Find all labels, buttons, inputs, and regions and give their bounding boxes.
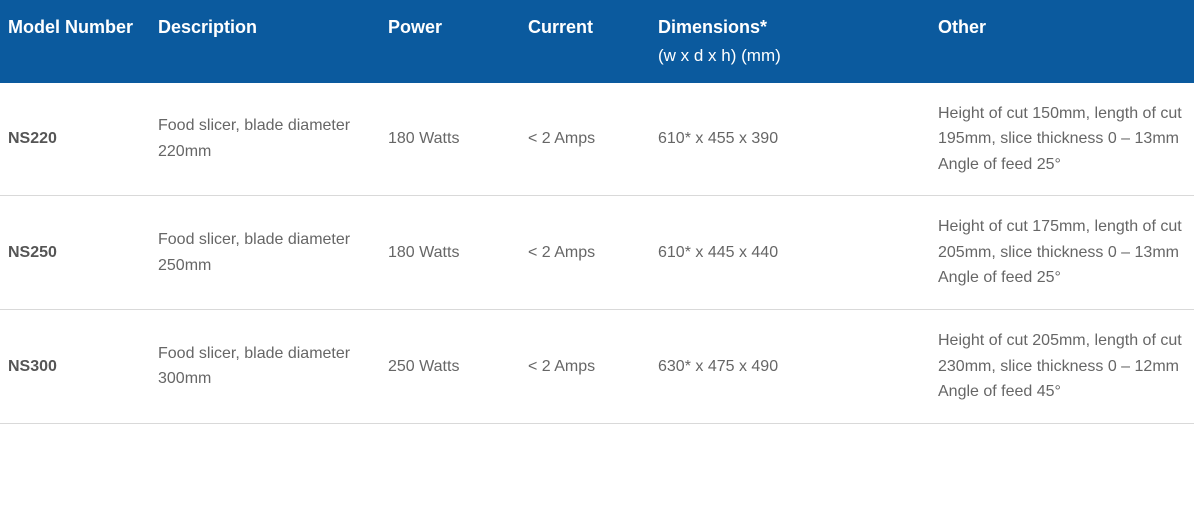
- header-other: Other: [930, 0, 1194, 83]
- table-row: NS250 Food slicer, blade diameter 250mm …: [0, 196, 1194, 310]
- header-current: Current: [520, 0, 650, 83]
- header-model-label: Model Number: [8, 17, 133, 37]
- table-body: NS220 Food slicer, blade diameter 220mm …: [0, 83, 1194, 424]
- header-desc: Description: [150, 0, 380, 83]
- header-power-label: Power: [388, 17, 442, 37]
- table-row: NS220 Food slicer, blade diameter 220mm …: [0, 83, 1194, 196]
- cell-power: 180 Watts: [380, 196, 520, 310]
- table-header: Model Number Description Power Current D…: [0, 0, 1194, 83]
- header-power: Power: [380, 0, 520, 83]
- cell-model: NS220: [0, 83, 150, 196]
- header-desc-label: Description: [158, 17, 257, 37]
- cell-current: < 2 Amps: [520, 196, 650, 310]
- cell-power: 250 Watts: [380, 310, 520, 424]
- header-row: Model Number Description Power Current D…: [0, 0, 1194, 83]
- cell-desc: Food slicer, blade diameter 300mm: [150, 310, 380, 424]
- cell-dim: 610* x 445 x 440: [650, 196, 930, 310]
- cell-desc: Food slicer, blade diameter 250mm: [150, 196, 380, 310]
- cell-model: NS300: [0, 310, 150, 424]
- cell-current: < 2 Amps: [520, 83, 650, 196]
- cell-model: NS250: [0, 196, 150, 310]
- cell-dim: 610* x 455 x 390: [650, 83, 930, 196]
- header-dim-label: Dimensions*: [658, 17, 767, 37]
- spec-table: Model Number Description Power Current D…: [0, 0, 1194, 424]
- table-row: NS300 Food slicer, blade diameter 300mm …: [0, 310, 1194, 424]
- header-model: Model Number: [0, 0, 150, 83]
- header-current-label: Current: [528, 17, 593, 37]
- cell-other: Height of cut 205mm, length of cut 230mm…: [930, 310, 1194, 424]
- header-other-label: Other: [938, 17, 986, 37]
- header-dimensions: Dimensions* (w x d x h) (mm): [650, 0, 930, 83]
- cell-other: Height of cut 150mm, length of cut 195mm…: [930, 83, 1194, 196]
- cell-power: 180 Watts: [380, 83, 520, 196]
- cell-dim: 630* x 475 x 490: [650, 310, 930, 424]
- cell-current: < 2 Amps: [520, 310, 650, 424]
- header-dim-sub: (w x d x h) (mm): [658, 43, 920, 69]
- cell-other: Height of cut 175mm, length of cut 205mm…: [930, 196, 1194, 310]
- cell-desc: Food slicer, blade diameter 220mm: [150, 83, 380, 196]
